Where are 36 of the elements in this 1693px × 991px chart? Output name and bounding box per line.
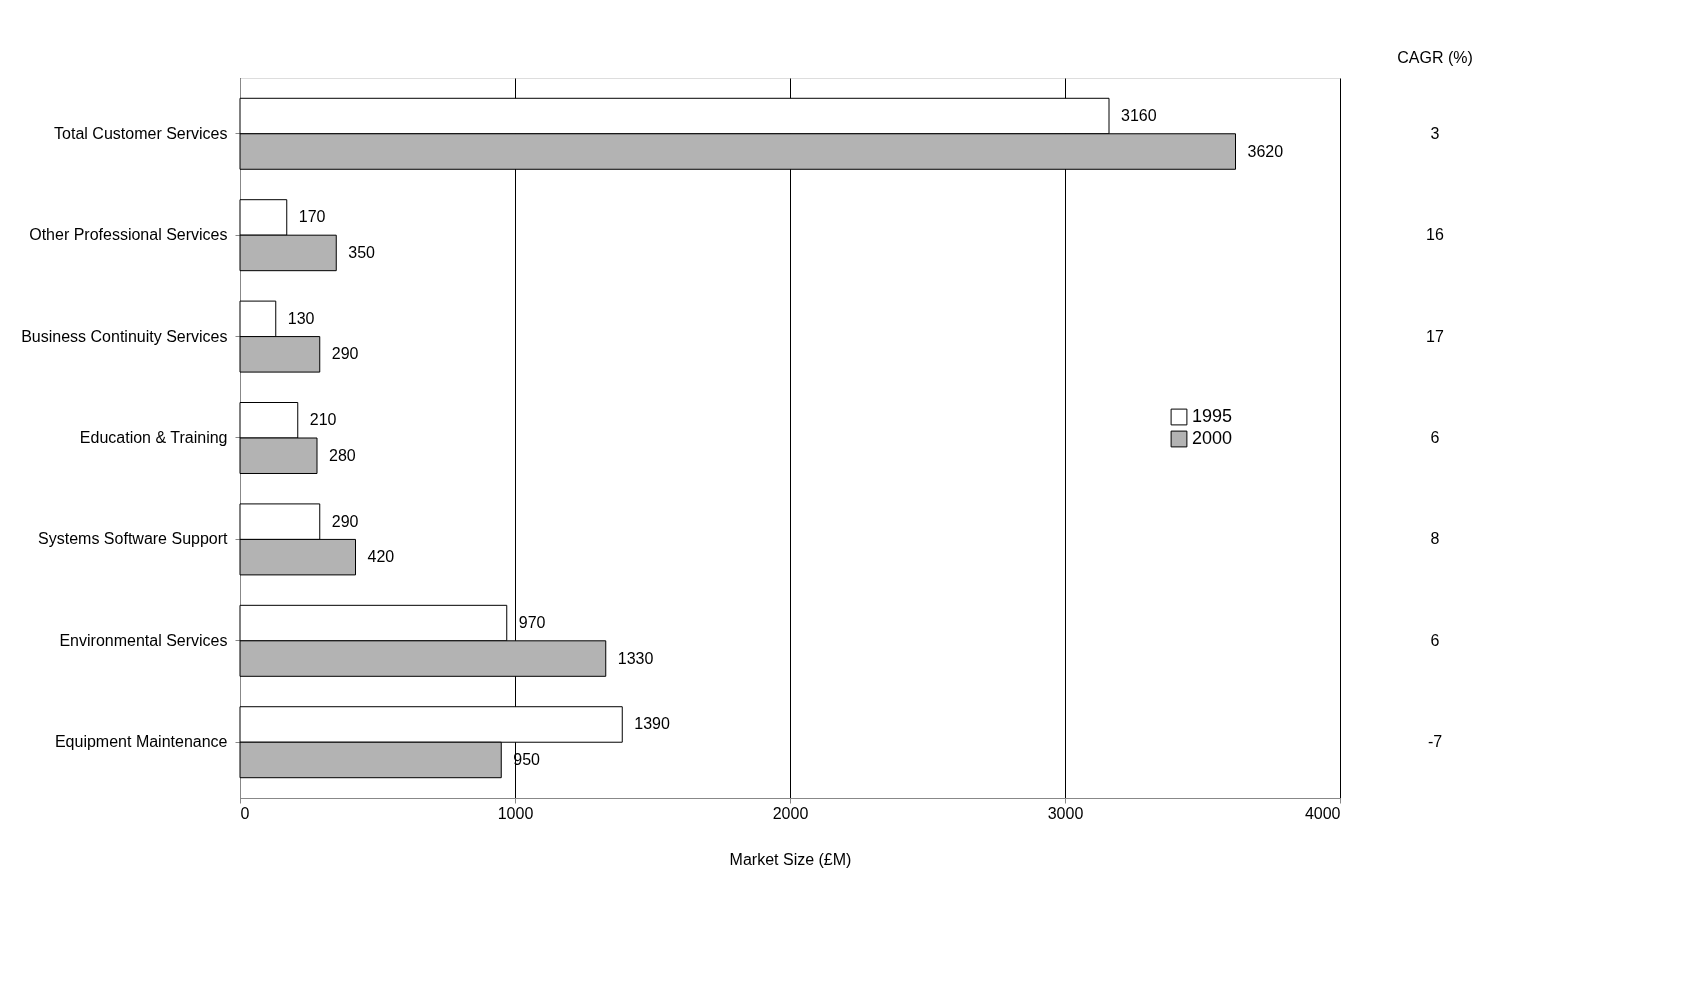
text: 6 <box>1430 631 1440 649</box>
data-label: 3620 <box>1247 142 1284 160</box>
y-tick-label: Education & Training <box>79 429 228 446</box>
data-label: 350 <box>348 243 376 261</box>
x-tick-label: 0 <box>240 804 250 822</box>
data-label: 170 <box>298 208 326 226</box>
y-tick-label: Environmental Services <box>59 631 228 649</box>
data-label: 1390 <box>634 715 670 733</box>
text: 17 <box>1426 327 1444 345</box>
y-tick-label: Equipment Maintenance <box>54 733 228 751</box>
text: 16 <box>1426 226 1444 244</box>
data-label: 3160 <box>1121 107 1157 125</box>
x-tick-label: 2000 <box>772 804 809 822</box>
legend-label: 2000 <box>1192 428 1233 448</box>
x-axis-title: Market Size (£M) <box>729 850 852 868</box>
data-label: 130 <box>287 309 315 327</box>
data-label: 970 <box>518 614 546 632</box>
y-tick-label: Other Professional Services <box>29 226 228 244</box>
data-label: 420 <box>367 548 395 566</box>
x-tick-label: 4000 <box>1304 804 1341 822</box>
data-label: 290 <box>331 512 359 530</box>
text: 3 <box>1430 124 1440 142</box>
legend-label: 1995 <box>1192 406 1233 426</box>
text: -7 <box>1427 733 1443 751</box>
data-label: 280 <box>329 446 356 464</box>
x-tick-label: 1000 <box>497 804 534 822</box>
x-tick-label: 3000 <box>1047 804 1084 822</box>
text: CAGR (%) <box>1397 49 1473 66</box>
text: 6 <box>1430 429 1440 446</box>
y-tick-label: Total Customer Services <box>54 124 228 142</box>
y-tick-label: Business Continuity Services <box>21 327 228 345</box>
data-label: 1330 <box>617 649 654 667</box>
text: 8 <box>1430 530 1440 548</box>
y-tick-label: Systems Software Support <box>38 530 229 548</box>
data-label: 290 <box>331 345 359 363</box>
data-label: 210 <box>309 411 337 429</box>
